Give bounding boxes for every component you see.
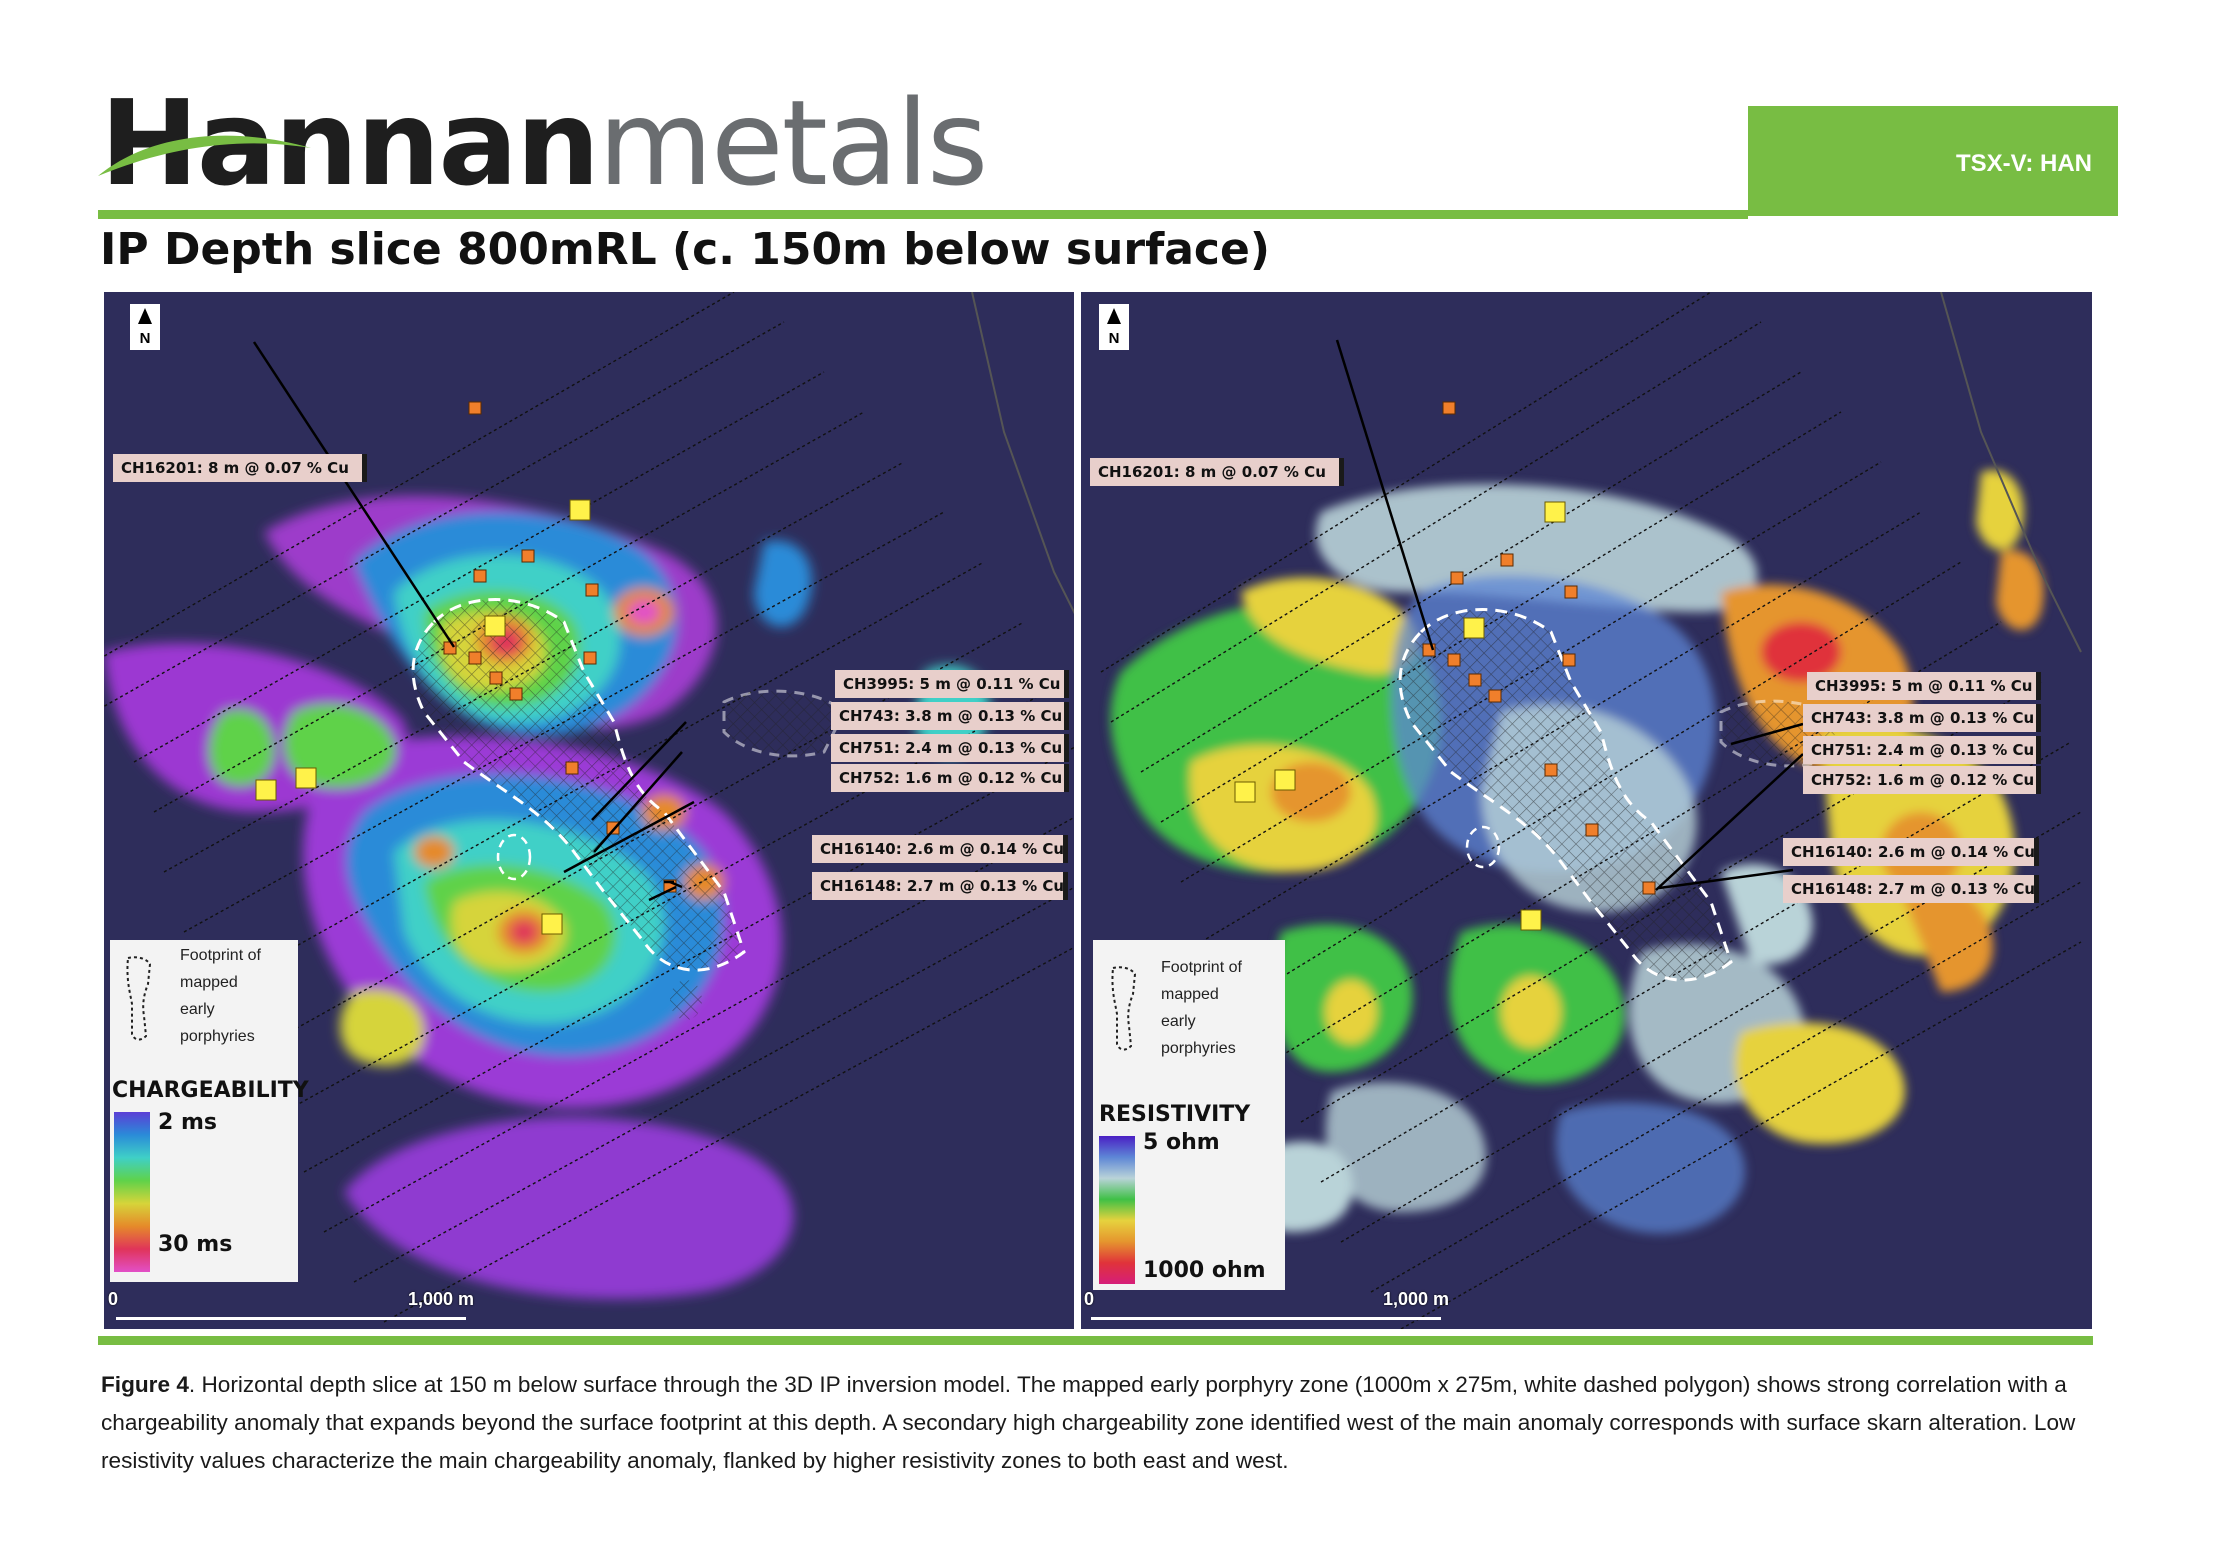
drillhole-markers	[1234, 401, 1656, 931]
scale-bar	[116, 1317, 466, 1320]
legend-min: 2 ms	[158, 1110, 217, 1135]
fault-line	[1940, 292, 2082, 653]
north-label: N	[139, 330, 151, 347]
legend-max: 30 ms	[158, 1232, 233, 1257]
label-ch3995: CH3995: 5 m @ 0.11 % Cu	[835, 670, 1069, 698]
drillhole-markers	[255, 401, 677, 935]
footprint-line: porphyries	[1161, 1040, 1236, 1057]
label-ch16148: CH16148: 2.7 m @ 0.13 % Cu	[812, 872, 1068, 900]
caption-lead: Figure 4	[101, 1372, 189, 1397]
page-title: IP Depth slice 800mRL (c. 150m below sur…	[100, 224, 1270, 275]
label-leaders	[252, 341, 695, 902]
label-ch743: CH743: 3.8 m @ 0.13 % Cu	[831, 702, 1069, 730]
company-logo: Hannanmetals	[100, 78, 988, 208]
legend-title: CHARGEABILITY	[112, 1078, 309, 1103]
legend-max: 1000 ohm	[1143, 1258, 1266, 1283]
footprint-line: early	[1161, 1013, 1196, 1030]
footprint-line: early	[180, 1001, 215, 1018]
caption-text: . Horizontal depth slice at 150 m below …	[101, 1372, 2076, 1473]
figure-caption: Figure 4. Horizontal depth slice at 150 …	[101, 1366, 2091, 1480]
footprint-legend-text: Footprint of mapped early porphyries	[1161, 954, 1242, 1062]
chargeability-map	[104, 292, 1074, 1323]
logo-wordmark: Hannanmetals	[100, 78, 988, 208]
logo-wordmark-light: metals	[598, 74, 988, 212]
footprint-line: Footprint of	[1161, 959, 1242, 976]
chargeability-map-panel: N CH16201: 8 m @ 0.07 % Cu CH3995: 5 m @…	[104, 292, 1074, 1329]
porphyry-footprint	[411, 598, 846, 1020]
chargeability-color-ramp	[114, 1112, 150, 1272]
scale-end: 1,000 m	[1383, 1289, 1450, 1309]
scale-end: 1,000 m	[408, 1289, 475, 1309]
label-ch751: CH751: 2.4 m @ 0.13 % Cu	[831, 734, 1069, 762]
label-ch16140: CH16140: 2.6 m @ 0.14 % Cu	[1783, 838, 2039, 866]
label-ch16140: CH16140: 2.6 m @ 0.14 % Cu	[812, 835, 1068, 863]
resistivity-legend: Footprint of mapped early porphyries RES…	[1093, 940, 1285, 1290]
footprint-line: mapped	[1161, 986, 1219, 1003]
label-ch752: CH752: 1.6 m @ 0.12 % Cu	[831, 764, 1069, 792]
label-leaders	[1335, 339, 1804, 891]
header-divider	[98, 210, 1748, 219]
north-arrow-icon: N	[130, 304, 160, 350]
footprint-legend-icon	[1111, 966, 1137, 1051]
north-label: N	[1108, 330, 1120, 347]
footprint-legend-text: Footprint of mapped early porphyries	[180, 942, 261, 1050]
north-arrow-icon: N	[1099, 304, 1129, 350]
ticker-symbol: TSX-V: HAN	[1955, 150, 2092, 177]
label-ch743: CH743: 3.8 m @ 0.13 % Cu	[1803, 704, 2041, 732]
legend-title: RESISTIVITY	[1099, 1102, 1251, 1127]
ticker-banner: TSX-V: HAN	[1748, 106, 2118, 216]
legend-min: 5 ohm	[1143, 1130, 1220, 1155]
label-ch16201: CH16201: 8 m @ 0.07 % Cu	[113, 454, 367, 482]
footprint-line: Footprint of	[180, 947, 261, 964]
footprint-line: porphyries	[180, 1028, 255, 1045]
label-ch16148: CH16148: 2.7 m @ 0.13 % Cu	[1783, 875, 2039, 903]
label-ch16201: CH16201: 8 m @ 0.07 % Cu	[1090, 458, 1344, 486]
fault-line	[971, 292, 1074, 615]
label-ch751: CH751: 2.4 m @ 0.13 % Cu	[1803, 736, 2041, 764]
resistivity-color-ramp	[1099, 1136, 1135, 1284]
resistivity-map-panel: N CH16201: 8 m @ 0.07 % Cu CH3995: 5 m @…	[1081, 292, 2092, 1329]
footprint-legend-icon	[126, 956, 152, 1041]
logo-swoosh-icon	[98, 135, 311, 176]
scale-zero: 0	[1084, 1289, 1095, 1309]
chargeability-legend: Footprint of mapped early porphyries CHA…	[110, 940, 309, 1282]
footer-divider	[98, 1336, 2093, 1345]
footprint-line: mapped	[180, 974, 238, 991]
scale-bar	[1091, 1317, 1441, 1320]
label-ch3995: CH3995: 5 m @ 0.11 % Cu	[1807, 672, 2041, 700]
scale-zero: 0	[108, 1289, 119, 1309]
label-ch752: CH752: 1.6 m @ 0.12 % Cu	[1803, 766, 2041, 794]
